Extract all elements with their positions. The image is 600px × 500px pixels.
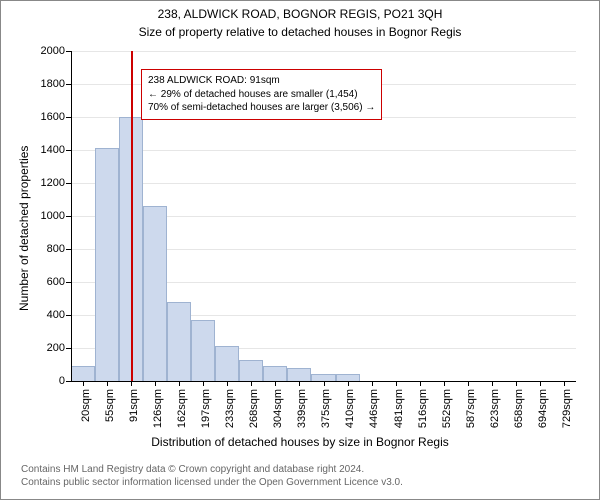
chart-subtitle: Size of property relative to detached ho… [1,25,599,39]
histogram-bar [263,366,287,381]
histogram-bar [167,302,191,381]
histogram-bar [239,360,263,381]
x-tick-label: 481sqm [393,389,405,428]
y-tick-label: 1600 [31,111,65,123]
highlight-line [131,51,133,381]
chart-title: 238, ALDWICK ROAD, BOGNOR REGIS, PO21 3Q… [1,7,599,21]
plot-area: 020040060080010001200140016001800200020s… [71,51,576,381]
gridline [71,51,576,52]
y-tick-label: 0 [31,375,65,387]
x-tick-label: 91sqm [128,389,140,422]
y-tick-label: 1800 [31,78,65,90]
y-axis-label: Number of detached properties [17,146,31,311]
histogram-bar [95,148,119,381]
histogram-bar [336,374,360,381]
x-tick-label: 126sqm [152,389,164,428]
x-tick-label: 55sqm [104,389,116,422]
x-tick-label: 729sqm [561,389,573,428]
x-axis-label: Distribution of detached houses by size … [1,435,599,449]
x-tick-label: 552sqm [441,389,453,428]
x-tick-label: 375sqm [321,389,333,428]
y-tick-label: 600 [31,276,65,288]
x-tick-label: 410sqm [345,389,357,428]
x-tick-label: 446sqm [369,389,381,428]
footer-line-2: Contains public sector information licen… [21,477,403,490]
x-tick-label: 694sqm [537,389,549,428]
x-tick-label: 516sqm [417,389,429,428]
y-tick-label: 1000 [31,210,65,222]
y-tick-label: 1400 [31,144,65,156]
y-tick-label: 200 [31,342,65,354]
histogram-bar [287,368,311,381]
gridline [71,183,576,184]
y-tick-label: 2000 [31,45,65,57]
x-tick-label: 20sqm [80,389,92,422]
y-tick-label: 1200 [31,177,65,189]
x-tick-label: 304sqm [272,389,284,428]
chart-frame: 238, ALDWICK ROAD, BOGNOR REGIS, PO21 3Q… [0,0,600,500]
histogram-bar [311,374,335,381]
x-tick-label: 623sqm [489,389,501,428]
x-tick-label: 339sqm [296,389,308,428]
footer-text: Contains HM Land Registry data © Crown c… [21,464,403,489]
x-axis-line [71,381,576,382]
y-axis-line [71,51,72,381]
annotation-line-2: ← 29% of detached houses are smaller (1,… [148,88,375,102]
footer-line-1: Contains HM Land Registry data © Crown c… [21,464,403,477]
annotation-line-3: 70% of semi-detached houses are larger (… [148,101,375,115]
y-tick-label: 800 [31,243,65,255]
histogram-bar [71,366,95,381]
x-tick-label: 162sqm [176,389,188,428]
histogram-bar [191,320,215,381]
x-tick-label: 268sqm [248,389,260,428]
annotation-box: 238 ALDWICK ROAD: 91sqm← 29% of detached… [141,69,382,120]
histogram-bar [215,346,239,381]
x-tick-label: 658sqm [513,389,525,428]
y-tick-label: 400 [31,309,65,321]
x-tick-label: 197sqm [200,389,212,428]
histogram-bar [143,206,167,381]
gridline [71,150,576,151]
annotation-line-1: 238 ALDWICK ROAD: 91sqm [148,74,375,88]
x-tick-label: 233sqm [224,389,236,428]
x-tick-label: 587sqm [465,389,477,428]
